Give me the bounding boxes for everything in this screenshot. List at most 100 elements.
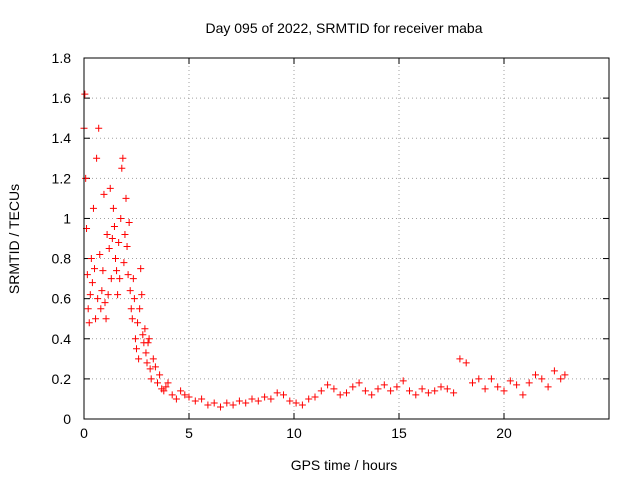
- data-point: [99, 267, 107, 275]
- data-point: [286, 397, 294, 405]
- data-point: [210, 399, 218, 407]
- data-point: [305, 395, 313, 403]
- data-point: [412, 391, 420, 399]
- data-point: [118, 164, 126, 172]
- data-point: [95, 124, 103, 132]
- data-point: [437, 383, 445, 391]
- data-point: [115, 239, 123, 247]
- data-point: [147, 375, 155, 383]
- data-point: [92, 315, 100, 323]
- data-point: [107, 275, 115, 283]
- data-point: [506, 377, 514, 385]
- x-tick-label: 10: [286, 425, 302, 441]
- data-point: [106, 184, 114, 192]
- data-point: [481, 385, 489, 393]
- data-point: [93, 154, 101, 162]
- data-point: [424, 389, 432, 397]
- data-point: [550, 367, 558, 375]
- data-point: [324, 381, 332, 389]
- data-point: [122, 194, 130, 202]
- data-point: [129, 275, 137, 283]
- data-point: [185, 393, 193, 401]
- data-point: [119, 154, 127, 162]
- data-point: [89, 204, 97, 212]
- data-point: [361, 387, 369, 395]
- data-point: [261, 393, 269, 401]
- y-tick-label: 1.8: [52, 50, 72, 66]
- data-point: [123, 243, 131, 251]
- data-point: [393, 383, 401, 391]
- data-point: [336, 391, 344, 399]
- data-point: [475, 375, 483, 383]
- data-point: [135, 355, 143, 363]
- data-point: [317, 387, 325, 395]
- data-point: [120, 259, 128, 267]
- x-tick-label: 0: [80, 425, 88, 441]
- x-tick-labels: 0 5 10 15 20: [80, 425, 512, 441]
- data-point: [136, 305, 144, 313]
- data-point: [532, 371, 539, 379]
- data-point: [292, 399, 300, 407]
- data-point: [399, 377, 407, 385]
- data-point: [141, 325, 149, 333]
- x-tick-label: 5: [185, 425, 193, 441]
- data-point: [172, 395, 180, 403]
- data-point: [81, 90, 89, 98]
- y-tick-label: 0: [63, 411, 71, 427]
- data-point: [139, 331, 147, 339]
- data-point: [217, 403, 224, 411]
- y-tick-label: 0.4: [52, 331, 72, 347]
- data-point: [121, 230, 129, 238]
- data-point: [142, 349, 150, 357]
- data-point: [462, 359, 470, 367]
- data-point: [108, 235, 116, 242]
- data-point: [519, 391, 527, 399]
- data-point: [191, 397, 199, 405]
- data-point: [85, 319, 93, 327]
- data-point: [149, 355, 157, 363]
- data-point: [513, 381, 521, 389]
- data-point: [311, 393, 319, 401]
- data-point: [105, 245, 113, 253]
- data-point: [431, 387, 439, 395]
- data-point: [538, 375, 546, 383]
- data-point: [557, 375, 565, 383]
- y-axis-label: SRMTID / TECUs: [6, 184, 22, 294]
- data-point: [137, 265, 145, 273]
- data-point: [273, 389, 281, 397]
- data-point: [91, 265, 98, 273]
- data-point: [544, 383, 552, 391]
- data-point: [82, 174, 90, 182]
- data-point: [84, 305, 92, 313]
- data-point: [94, 295, 102, 303]
- data-point: [162, 383, 170, 391]
- y-tick-label: 0.8: [52, 251, 72, 267]
- data-point: [138, 291, 146, 299]
- y-tick-label: 1.4: [52, 130, 72, 146]
- y-tick-label: 1: [63, 210, 71, 226]
- data-point: [146, 365, 154, 373]
- chart-title: Day 095 of 2022, SRMTID for receiver mab…: [205, 20, 482, 36]
- data-point: [151, 363, 159, 371]
- data-point: [406, 387, 413, 395]
- data-point: [343, 389, 350, 397]
- data-point: [130, 295, 138, 303]
- data-point: [380, 381, 388, 389]
- data-point: [500, 387, 508, 395]
- data-point: [456, 355, 464, 363]
- data-point: [100, 190, 108, 198]
- data-point: [177, 387, 185, 395]
- data-point: [113, 267, 121, 275]
- data-point: [97, 305, 105, 313]
- data-point: [355, 379, 363, 387]
- data-point: [103, 230, 111, 238]
- data-point: [156, 371, 164, 379]
- data-point: [235, 397, 243, 405]
- data-point: [126, 287, 134, 295]
- data-point: [469, 379, 476, 387]
- data-point: [418, 385, 426, 393]
- data-point: [267, 395, 275, 403]
- data-point: [164, 379, 172, 387]
- data-point: [102, 315, 110, 323]
